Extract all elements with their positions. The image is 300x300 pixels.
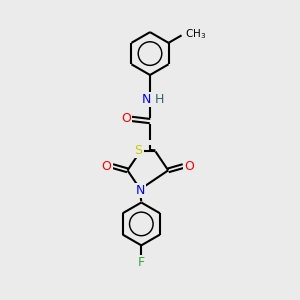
Text: H: H (155, 93, 164, 106)
Text: N: N (136, 184, 145, 197)
Text: O: O (184, 160, 194, 172)
Text: N: N (142, 93, 152, 106)
Text: S: S (134, 144, 142, 157)
Text: F: F (138, 256, 145, 269)
Text: O: O (121, 112, 131, 125)
Text: CH$_3$: CH$_3$ (185, 27, 206, 41)
Text: O: O (102, 160, 111, 172)
